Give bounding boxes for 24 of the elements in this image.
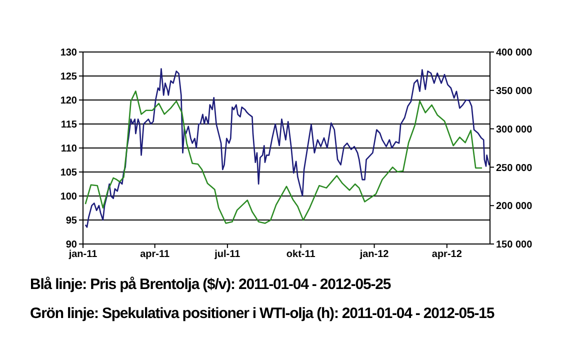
y2-tick-label: 400 000 xyxy=(496,48,533,59)
text: Blå linje: Pris på Brentolja ($/v): 2011-01-04 - 2012-05-25 xyxy=(30,276,391,293)
x-tick-label: jan-12 xyxy=(358,249,390,260)
x-tick-label: apr-12 xyxy=(432,249,462,260)
x-tick-label: apr-11 xyxy=(140,249,170,260)
y-tick-label: 120 xyxy=(60,96,78,107)
y-tick-label: 110 xyxy=(60,144,78,155)
y-tick-label: 115 xyxy=(60,120,78,131)
y-tick-label: 105 xyxy=(60,168,78,179)
y-tick-label: 130 xyxy=(60,48,78,59)
y2-tick-label: 300 000 xyxy=(496,124,533,136)
x-tick-label: okt-11 xyxy=(286,249,316,260)
y-tick-label: 100 xyxy=(60,192,78,203)
x-tick-label: jan-11 xyxy=(68,249,98,260)
y2-tick-label: 200 000 xyxy=(496,201,533,212)
y-tick-label: 90 xyxy=(66,240,78,251)
y2-tick-label: 250 000 xyxy=(496,162,533,174)
line-series xyxy=(84,90,483,224)
y-tick-label: 125 xyxy=(60,72,78,83)
y2-tick-label: 350 000 xyxy=(496,86,533,97)
text: Grön linje: Spekulativa positioner i WTI-olja (h): 2011-01-04 - 2012-05-15 xyxy=(30,305,494,322)
y-tick-label: 95 xyxy=(66,216,78,227)
y2-tick-label: 150 000 xyxy=(496,240,533,251)
x-tick-label: jul-11 xyxy=(214,249,241,260)
